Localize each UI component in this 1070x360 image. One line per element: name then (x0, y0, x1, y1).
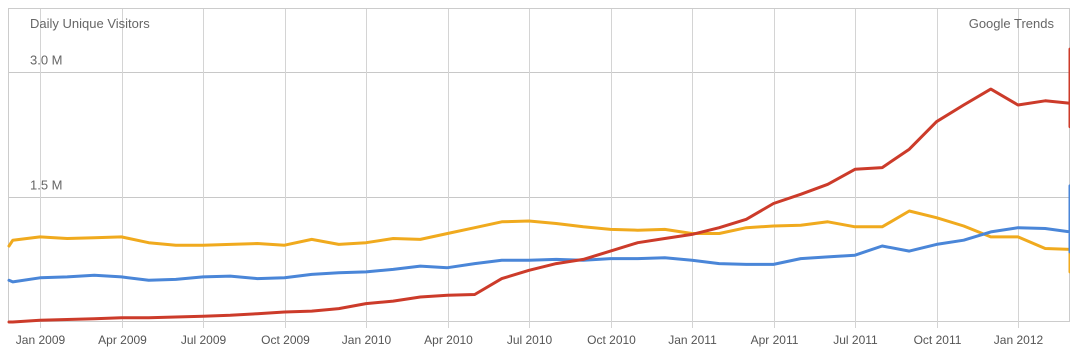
series-line-1 (7, 184, 1070, 284)
series-line-0 (7, 47, 1070, 324)
y-tick-label: 3.0 M (30, 53, 63, 68)
x-tick-label: Jan 2012 (994, 333, 1044, 347)
x-tick-label: Jan 2010 (342, 333, 392, 347)
x-tick-label: Jul 2010 (507, 333, 553, 347)
x-tick-labels: Jan 2009 Apr 2009 Jul 2009 Oct 2009 Jan 2010… (16, 333, 1044, 347)
plot-border (8, 8, 1070, 322)
x-tick-label: Jul 2009 (181, 333, 227, 347)
x-tick-label: Oct 2011 (914, 333, 962, 347)
x-tick-label: Jan 2011 (668, 333, 717, 347)
y-tick-labels: 1.5 M 3.0 M (30, 53, 63, 193)
x-tick-label: Apr 2011 (751, 333, 799, 347)
x-tick-label: Apr 2009 (98, 333, 147, 347)
chart-title: Daily Unique Visitors (30, 16, 150, 31)
series-lines (7, 47, 1070, 324)
x-tick-label: Oct 2009 (261, 333, 310, 347)
y-tick-label: 1.5 M (30, 178, 63, 193)
source-label: Google Trends (968, 16, 1054, 31)
series-line-2 (7, 209, 1070, 274)
x-tick-label: Apr 2010 (424, 333, 473, 347)
x-tick-label: Jan 2009 (16, 333, 66, 347)
x-tick-label: Jul 2011 (833, 333, 878, 347)
x-tick-label: Oct 2010 (587, 333, 636, 347)
